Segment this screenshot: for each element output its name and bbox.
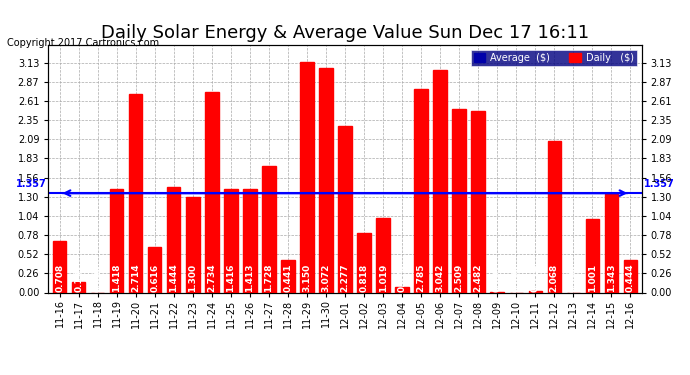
Bar <box>300 62 314 292</box>
Text: 0.070: 0.070 <box>397 264 406 292</box>
Bar <box>167 187 181 292</box>
Text: 3.150: 3.150 <box>302 264 311 292</box>
Bar <box>338 126 352 292</box>
Text: 1.019: 1.019 <box>379 263 388 292</box>
Bar <box>471 111 485 292</box>
Bar <box>357 232 371 292</box>
Bar <box>72 282 86 292</box>
Text: 3.042: 3.042 <box>435 263 444 292</box>
Bar <box>186 197 199 292</box>
Bar <box>453 109 466 292</box>
Text: 1.300: 1.300 <box>188 264 197 292</box>
Text: 2.277: 2.277 <box>340 263 350 292</box>
Text: 0.000: 0.000 <box>569 264 578 292</box>
Text: 2.785: 2.785 <box>417 263 426 292</box>
Text: 0.001: 0.001 <box>493 264 502 292</box>
Bar <box>224 189 237 292</box>
Bar <box>110 189 124 292</box>
Text: 1.413: 1.413 <box>246 263 255 292</box>
Bar <box>529 291 542 292</box>
Text: 0.000: 0.000 <box>512 264 521 292</box>
Text: 2.482: 2.482 <box>473 263 482 292</box>
Text: 1.343: 1.343 <box>607 263 615 292</box>
Bar <box>433 70 446 292</box>
Bar <box>53 241 66 292</box>
Bar <box>319 68 333 292</box>
Text: 2.068: 2.068 <box>550 264 559 292</box>
Text: 1.728: 1.728 <box>264 263 273 292</box>
Text: 0.616: 0.616 <box>150 264 159 292</box>
Text: 1.357: 1.357 <box>644 180 674 189</box>
Text: 0.000: 0.000 <box>93 264 102 292</box>
Text: 2.509: 2.509 <box>455 263 464 292</box>
Text: 0.441: 0.441 <box>284 263 293 292</box>
Text: 0.137: 0.137 <box>75 263 83 292</box>
Bar <box>129 94 142 292</box>
Bar <box>376 218 390 292</box>
Text: 1.357: 1.357 <box>16 180 46 189</box>
Bar <box>624 260 637 292</box>
Text: Copyright 2017 Cartronics.com: Copyright 2017 Cartronics.com <box>7 38 159 48</box>
Bar <box>244 189 257 292</box>
Bar <box>604 194 618 292</box>
Bar <box>282 260 295 292</box>
Text: 3.072: 3.072 <box>322 263 331 292</box>
Bar <box>395 287 408 292</box>
Text: 1.416: 1.416 <box>226 263 235 292</box>
Bar <box>415 88 428 292</box>
Text: 1.418: 1.418 <box>112 263 121 292</box>
Text: 0.014: 0.014 <box>531 264 540 292</box>
Text: 0.708: 0.708 <box>55 264 64 292</box>
Bar <box>148 248 161 292</box>
Bar <box>548 141 561 292</box>
Text: 2.734: 2.734 <box>208 263 217 292</box>
Text: 0.818: 0.818 <box>359 264 368 292</box>
Bar <box>205 92 219 292</box>
Bar <box>586 219 599 292</box>
Bar <box>262 166 275 292</box>
Title: Daily Solar Energy & Average Value Sun Dec 17 16:11: Daily Solar Energy & Average Value Sun D… <box>101 24 589 42</box>
Text: 0.444: 0.444 <box>626 263 635 292</box>
Text: 1.444: 1.444 <box>169 263 178 292</box>
Text: 2.714: 2.714 <box>131 263 140 292</box>
Legend: Average  ($), Daily   ($): Average ($), Daily ($) <box>471 50 637 66</box>
Text: 1.001: 1.001 <box>588 264 597 292</box>
